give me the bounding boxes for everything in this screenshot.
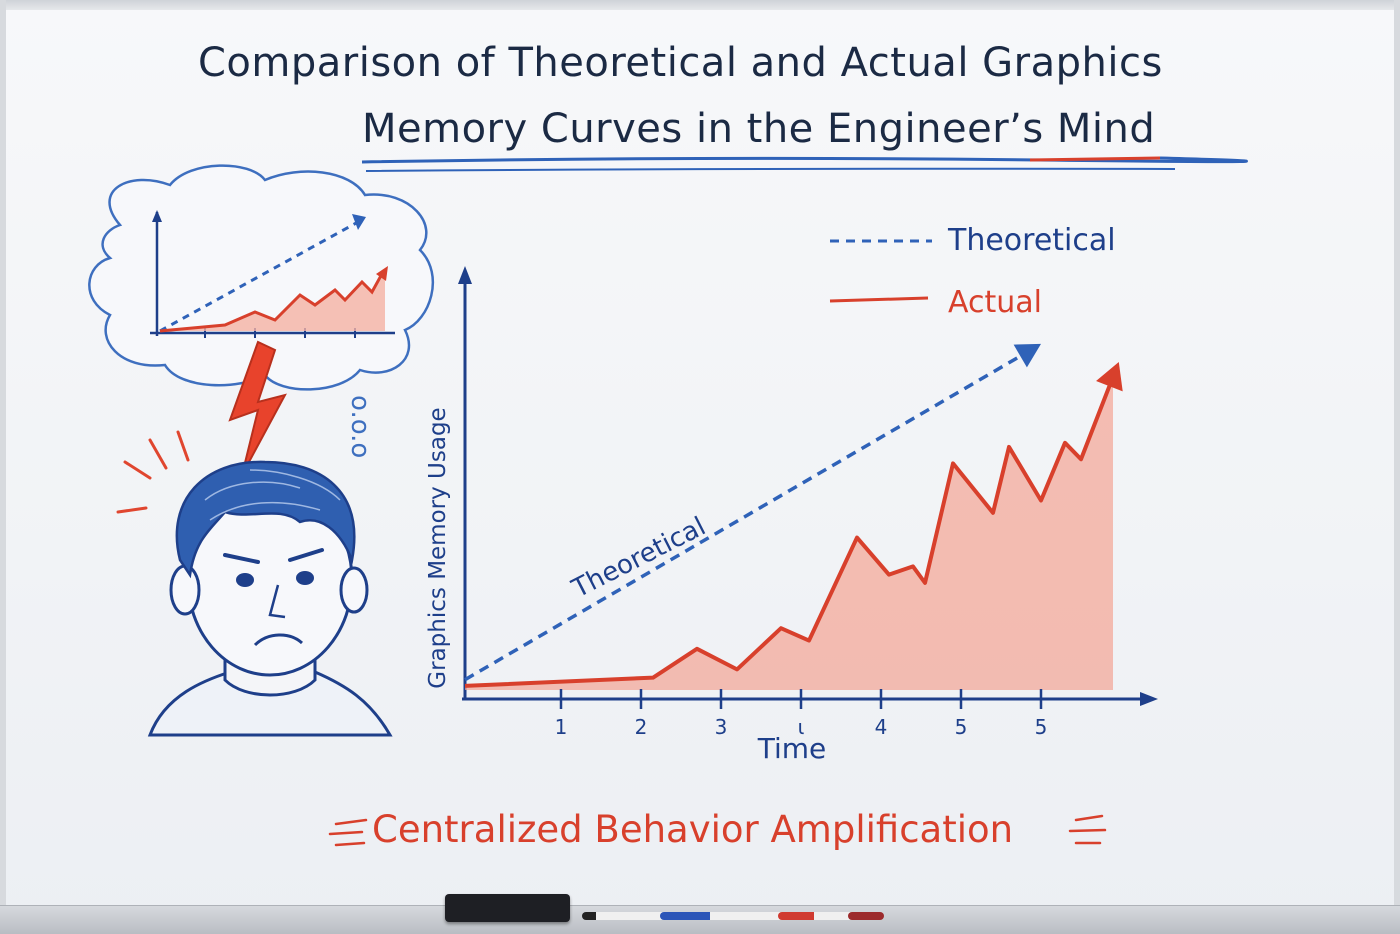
footer-right-mark-icon (1068, 814, 1107, 845)
legend-theoretical-label: Theoretical (947, 223, 1116, 258)
legend-actual-label: Actual (948, 285, 1042, 320)
series-layer (464, 343, 1123, 688)
engineer-left-eyebrow (223, 553, 260, 564)
x-tick-label-2: 3 (715, 715, 728, 739)
whiteboard-frame-left (0, 0, 6, 933)
y-axis-arrow-icon (458, 266, 472, 284)
theoretical-arrow-icon (1013, 343, 1041, 368)
title-underline-blue-2 (365, 167, 1176, 172)
actual-area-fill (465, 376, 1113, 690)
x-axis-arrow-icon (1140, 692, 1158, 706)
marker-dark-red[interactable] (848, 912, 884, 920)
x-tick-label-1: 2 (635, 715, 648, 739)
x-tick-label-5: 5 (955, 715, 968, 739)
theoretical-inline-label: Theoretical (567, 512, 711, 605)
x-tick-label-4: 4 (875, 715, 888, 739)
x-ticks-layer: 1 2 3 ι 4 5 5 (555, 689, 1048, 739)
x-axis-label: Time (757, 732, 827, 765)
actual-arrow-icon (1096, 361, 1123, 392)
marker-red[interactable] (778, 912, 880, 920)
footer-caption: Centralized Behavior Amplification (372, 808, 1014, 851)
stress-marks-icon (116, 430, 190, 514)
theoretical-series-line (464, 348, 1032, 682)
eraser[interactable] (445, 894, 570, 922)
x-tick-label-3: ι (798, 715, 805, 739)
thought-bubble (88, 164, 435, 391)
chart-title-line-2: Memory Curves in the Engineer’s Mind (362, 106, 1156, 152)
title-underline-blue (361, 156, 1248, 164)
engineer-right-eyebrow (288, 548, 324, 562)
x-tick-label-6: 5 (1035, 715, 1048, 739)
engineer-frown (253, 633, 304, 647)
whiteboard-frame-right (1394, 0, 1400, 933)
y-axis-label: Graphics Memory Usage (425, 407, 451, 688)
mini-chart-y-arrow-icon (152, 210, 162, 222)
mini-chart-actual-fill (160, 272, 385, 331)
mini-chart-theoretical-line (159, 220, 359, 333)
marker-black[interactable] (582, 912, 672, 920)
legend: Theoretical Actual (829, 223, 1116, 320)
whiteboard-frame-top (0, 0, 1400, 10)
engineer-left-eye (236, 573, 254, 587)
engineer-head-icon (147, 460, 393, 737)
engineer-right-eye (296, 571, 314, 585)
engineer-nose (268, 584, 286, 619)
engineer-left-ear (169, 564, 201, 616)
title-underline-red (1029, 156, 1161, 162)
engineer-right-ear (339, 566, 369, 614)
marker-tray (0, 894, 1400, 934)
mini-chart-actual-line (159, 271, 385, 333)
mini-chart-theoretical-arrow-icon (352, 214, 366, 230)
actual-series-line (464, 376, 1115, 688)
chart-title-line-1: Comparison of Theoretical and Actual Gra… (198, 40, 1163, 86)
footer-left-mark-icon (328, 818, 368, 847)
x-tick-label-0: 1 (555, 715, 568, 739)
actual-fill-layer (465, 376, 1113, 690)
lightning-bolt-icon (228, 340, 287, 476)
legend-actual-swatch (829, 296, 929, 303)
mini-chart-actual-arrow-icon (376, 266, 388, 281)
thought-dots: o.o.o (345, 395, 375, 458)
marker-blue[interactable] (660, 912, 790, 920)
